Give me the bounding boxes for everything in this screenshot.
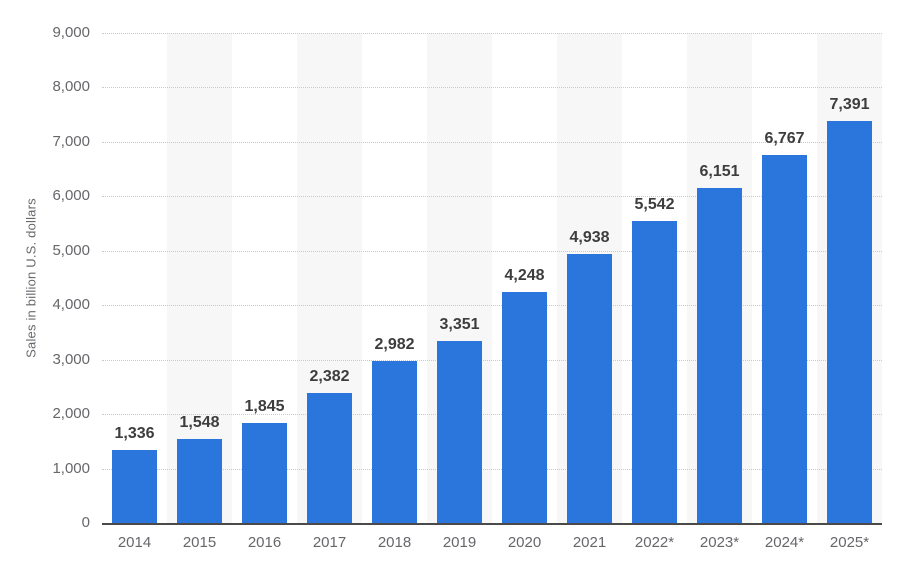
y-tick-label: 1,000 [52, 459, 90, 477]
x-tick-label: 2023* [699, 534, 740, 551]
gridline [102, 196, 882, 198]
bar-value-label: 1,845 [244, 397, 285, 415]
x-tick-label: 2025* [829, 534, 870, 551]
bar[interactable] [697, 188, 742, 523]
gridline [102, 305, 882, 307]
x-tick-label: 2020 [507, 534, 542, 551]
bar-value-label: 1,336 [114, 425, 155, 443]
bar[interactable] [567, 254, 612, 523]
bar-value-label: 1,548 [179, 413, 220, 431]
x-tick-label: 2018 [377, 534, 412, 551]
y-tick-label: 2,000 [52, 405, 90, 423]
bar[interactable] [762, 154, 807, 523]
y-tick-label: 9,000 [52, 24, 90, 41]
x-tick-label: 2019 [442, 534, 477, 551]
x-tick-label: 2022* [634, 534, 675, 551]
bar-value-label: 3,351 [439, 315, 480, 333]
y-tick-label: 0 [81, 514, 90, 531]
y-tick-label: 4,000 [52, 296, 90, 314]
x-tick-label: 2017 [312, 534, 347, 551]
bar-value-label: 6,151 [699, 163, 740, 181]
bar[interactable] [827, 120, 872, 523]
gridline [102, 33, 882, 34]
x-axis-labels: 2014 2015 2016 2017 2018 2019 2020 2021 2022* 202… [102, 534, 882, 556]
bar[interactable] [177, 438, 222, 523]
y-tick-label: 3,000 [52, 350, 90, 368]
bar-value-label: 2,982 [374, 335, 415, 353]
gridline [102, 359, 882, 361]
bar-value-label: 7,391 [829, 95, 870, 113]
x-tick-label: 2016 [247, 534, 282, 551]
bar[interactable] [242, 422, 287, 523]
bar[interactable] [372, 360, 417, 523]
y-tick-label: 6,000 [52, 187, 90, 205]
x-tick-label: 2024* [764, 534, 805, 551]
bar[interactable] [112, 450, 157, 523]
bar[interactable] [437, 340, 482, 523]
y-tick-label: 7,000 [52, 132, 90, 150]
bar[interactable] [307, 393, 352, 523]
plot-area: 1,336 1,548 1,845 2,382 2,982 3,351 4,248 4,938… [102, 33, 882, 525]
x-tick-label: 2014 [117, 534, 152, 551]
gridline [102, 141, 882, 143]
gridline [102, 87, 882, 89]
bar-value-label: 4,248 [504, 266, 545, 284]
x-tick-label: 2015 [182, 534, 217, 551]
x-axis-line [102, 523, 882, 525]
y-axis-title: Sales in billion U.S. dollars [23, 198, 39, 358]
y-tick-label: 8,000 [52, 78, 90, 96]
bar-value-label: 6,767 [764, 129, 805, 147]
y-tick-label: 5,000 [52, 241, 90, 259]
bar-value-label: 2,382 [309, 368, 350, 386]
gridline [102, 468, 882, 470]
bar-value-label: 4,938 [569, 229, 610, 247]
bar-value-label: 5,542 [634, 196, 675, 214]
gridline [102, 414, 882, 416]
x-tick-label: 2021 [572, 534, 607, 551]
bar[interactable] [502, 291, 547, 523]
gridline [102, 250, 882, 252]
bar[interactable] [632, 221, 677, 523]
